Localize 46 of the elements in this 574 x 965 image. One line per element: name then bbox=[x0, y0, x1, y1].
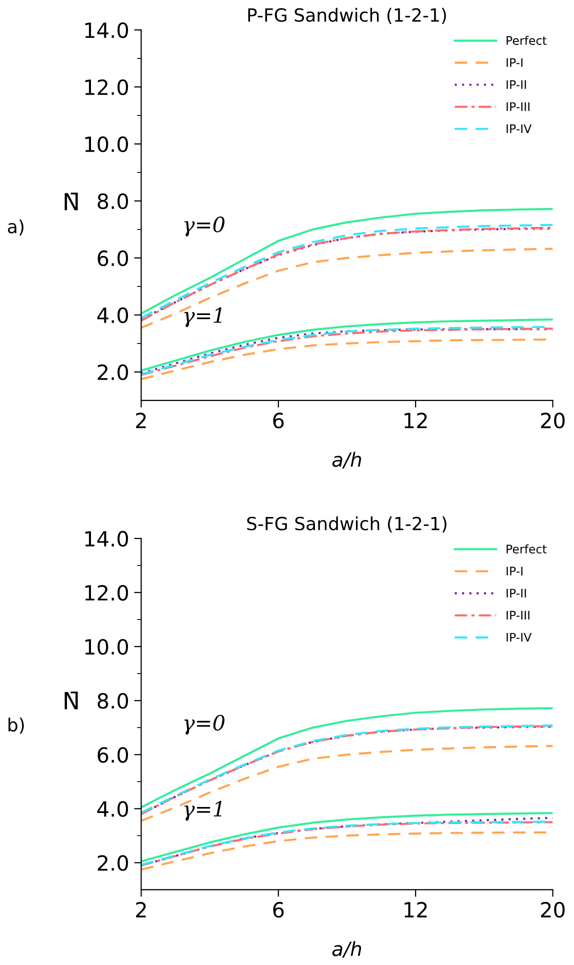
x-tick-label: 12 bbox=[404, 902, 427, 918]
legend-label: IP-III bbox=[506, 610, 530, 620]
y-tick-label: 8.0 bbox=[98, 193, 128, 210]
x-axis-title: a/h bbox=[332, 941, 362, 958]
x-tick-label: 2 bbox=[136, 412, 146, 428]
y-tick-label: 6.0 bbox=[98, 250, 128, 266]
chart-title: P-FG Sandwich (1-2-1) bbox=[248, 8, 446, 24]
line-series bbox=[141, 744, 553, 822]
legend-label: Perfect bbox=[506, 544, 547, 554]
legend-label: IP-I bbox=[506, 566, 522, 576]
y-tick-label: 14.0 bbox=[85, 22, 128, 38]
y-tick-label: 10.0 bbox=[85, 639, 128, 655]
y-axis-title: N̄ bbox=[64, 692, 78, 710]
legend-label: Perfect bbox=[506, 36, 547, 45]
y-tick-label: 10.0 bbox=[85, 136, 128, 152]
legend-label: IP-III bbox=[506, 102, 530, 111]
x-tick-label: 12 bbox=[404, 412, 427, 428]
annotation: γ=0 bbox=[184, 714, 224, 735]
x-axis-title: a/h bbox=[332, 452, 362, 468]
text: b) bbox=[8, 718, 24, 734]
x-tick-label: 20 bbox=[541, 412, 565, 428]
chart-title: S-FG Sandwich (1-2-1) bbox=[247, 516, 446, 533]
y-tick-label: 8.0 bbox=[98, 693, 128, 709]
x-tick-label: 2 bbox=[136, 902, 146, 918]
annotation: γ=0 bbox=[184, 216, 224, 236]
legend-label: IP-II bbox=[506, 588, 526, 598]
legend-label: IP-I bbox=[506, 58, 522, 67]
y-tick-label: 4.0 bbox=[97, 801, 128, 817]
annotation: γ=1 bbox=[184, 307, 222, 328]
y-tick-label: 12.0 bbox=[85, 584, 128, 601]
legend-label: IP-II bbox=[506, 80, 526, 89]
y-tick-label: 4.0 bbox=[97, 307, 128, 324]
y-axis-title: N̄ bbox=[64, 192, 78, 210]
x-tick-label: 6 bbox=[273, 412, 284, 428]
y-tick-label: 14.0 bbox=[85, 530, 128, 547]
annotation: γ=1 bbox=[184, 800, 222, 821]
y-tick-label: 12.0 bbox=[85, 79, 128, 96]
legend-label: IP-IV bbox=[506, 632, 532, 642]
x-tick-label: 6 bbox=[273, 902, 284, 918]
y-tick-label: 2.0 bbox=[98, 364, 128, 380]
x-tick-label: 20 bbox=[541, 902, 565, 918]
legend-label: IP-IV bbox=[506, 124, 532, 133]
y-tick-label: 6.0 bbox=[98, 747, 128, 763]
line-series bbox=[141, 248, 553, 329]
y-tick-label: 2.0 bbox=[98, 855, 128, 871]
text: a) bbox=[8, 219, 24, 236]
